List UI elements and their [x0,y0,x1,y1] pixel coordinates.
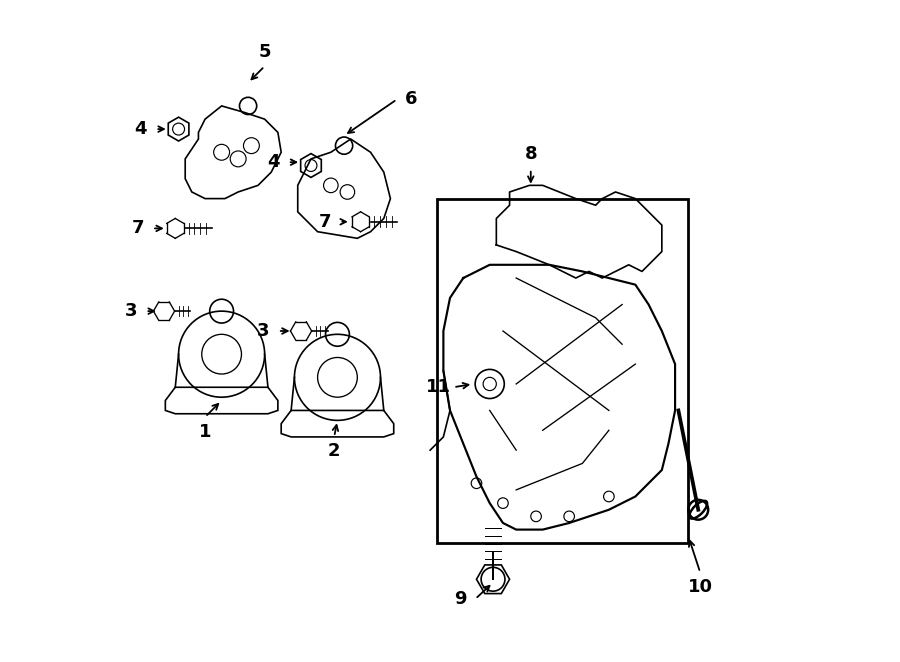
Text: 8: 8 [525,145,537,164]
Text: 9: 9 [454,590,467,608]
Text: 7: 7 [319,213,331,231]
Text: 5: 5 [258,42,271,61]
Text: 3: 3 [257,322,270,340]
Text: 6: 6 [405,90,418,109]
Text: 3: 3 [125,302,137,320]
Text: 11: 11 [427,378,451,397]
Text: 7: 7 [131,219,144,238]
Text: 4: 4 [267,153,280,171]
Text: 1: 1 [199,422,212,441]
Text: 10: 10 [688,578,713,596]
Text: 4: 4 [135,120,147,138]
Text: 2: 2 [328,442,340,461]
